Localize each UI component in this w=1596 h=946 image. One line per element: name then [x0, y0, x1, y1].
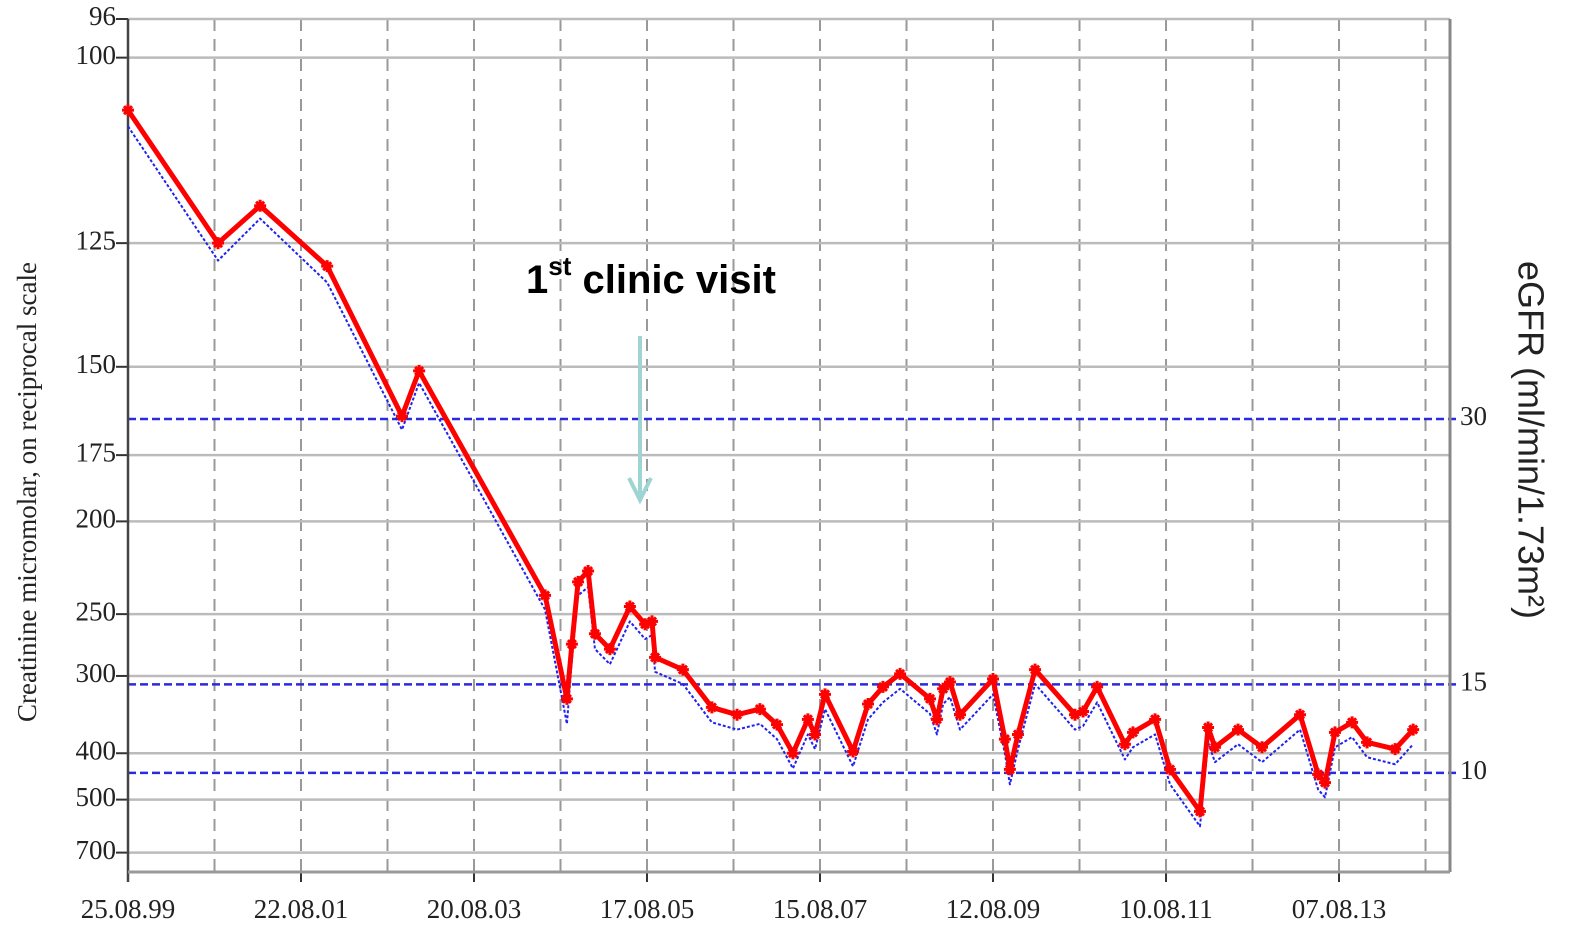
point-marker	[1208, 741, 1221, 754]
point-marker	[705, 701, 718, 714]
point-marker	[413, 364, 426, 377]
point-marker	[987, 673, 1000, 686]
point-marker	[1256, 741, 1269, 754]
point-marker	[1118, 738, 1131, 751]
annotation-number: 1	[526, 258, 548, 302]
point-marker	[639, 618, 652, 631]
y-tick-label: 96	[89, 1, 116, 31]
point-marker	[953, 708, 966, 721]
point-marker	[753, 703, 766, 716]
point-marker	[321, 260, 334, 273]
labels: 25.08.99 22.08.01 20.08.03 17.08.05 15.08.07…	[76, 1, 1488, 924]
point-marker	[212, 237, 225, 250]
point-marker	[1202, 721, 1215, 734]
point-marker	[646, 615, 658, 628]
x-tick-label: 07.08.13	[1292, 894, 1387, 924]
x-tick-label: 10.08.11	[1119, 894, 1213, 924]
y-tick-label: 175	[76, 437, 117, 467]
point-marker	[924, 692, 937, 705]
lines	[122, 104, 1420, 828]
point-marker	[1011, 728, 1024, 741]
point-marker	[1294, 708, 1307, 721]
x-tick-label: 20.08.03	[427, 894, 522, 924]
point-marker	[623, 600, 636, 613]
y-axis-label: Creatinine micromolar, on reciprocal sca…	[12, 262, 42, 722]
point-marker	[937, 682, 950, 695]
point-marker	[122, 104, 134, 117]
point-marker	[588, 627, 601, 640]
point-marker	[582, 565, 595, 578]
x-tick-label: 12.08.09	[946, 894, 1041, 924]
grid	[116, 17, 1456, 882]
annotation: 1st clinic visit	[526, 251, 776, 302]
point-marker	[1077, 705, 1090, 718]
point-marker	[786, 747, 799, 760]
point-marker	[944, 676, 957, 689]
point-marker	[1389, 743, 1402, 756]
y-tick-label: 300	[76, 658, 117, 688]
y2-axis-label: eGFR (ml/min/1.73m²)	[1510, 261, 1551, 619]
point-marker	[801, 713, 814, 726]
point-marker	[998, 733, 1011, 746]
point-marker	[894, 667, 907, 680]
point-marker	[847, 745, 860, 758]
point-marker	[1319, 776, 1331, 789]
point-marker	[1194, 805, 1206, 818]
point-marker	[1003, 763, 1016, 776]
y-tick-label: 100	[76, 40, 117, 70]
point-marker	[1091, 680, 1104, 693]
point-marker	[539, 589, 552, 602]
point-marker	[1328, 726, 1341, 739]
point-marker	[1346, 716, 1359, 729]
y-tick-label: 500	[76, 782, 117, 812]
point-marker	[1149, 713, 1162, 726]
x-tick-label: 17.08.05	[600, 894, 695, 924]
y-tick-label: 400	[76, 735, 117, 765]
point-marker	[809, 728, 822, 741]
annotation-suffix: st	[548, 251, 571, 281]
point-marker	[1069, 708, 1081, 721]
point-marker	[1407, 723, 1420, 736]
annotation-arrow	[627, 336, 653, 505]
y-tick-label: 200	[76, 504, 117, 534]
x-tick-label: 22.08.01	[254, 894, 349, 924]
y-tick-label: 150	[76, 349, 117, 379]
point-marker	[1029, 663, 1042, 676]
point-marker	[1232, 723, 1245, 736]
series-line	[127, 125, 1414, 828]
series-line	[125, 108, 1415, 814]
point-marker	[819, 688, 832, 701]
y-tick-label: 125	[76, 225, 117, 255]
point-marker	[876, 680, 889, 693]
y2-tick-label: 30	[1460, 401, 1487, 431]
point-marker	[1361, 736, 1374, 749]
point-marker	[560, 692, 573, 705]
point-marker	[1312, 768, 1325, 781]
x-tick-label: 25.08.99	[81, 894, 176, 924]
point-marker	[572, 575, 585, 588]
point-marker	[930, 713, 943, 726]
y2-tick-label: 10	[1460, 755, 1487, 785]
point-marker	[770, 718, 783, 731]
y-tick-label: 700	[76, 835, 117, 865]
point-marker	[254, 199, 267, 212]
point-marker	[603, 643, 616, 656]
point-marker	[862, 698, 875, 711]
x-tick-label: 15.08.07	[773, 894, 868, 924]
point-marker	[676, 663, 689, 676]
point-marker	[396, 410, 409, 423]
point-marker	[1164, 763, 1177, 776]
point-marker	[1126, 726, 1139, 739]
plot: 25.08.99 22.08.01 20.08.03 17.08.05 15.08.07…	[76, 1, 1488, 924]
point-marker	[565, 638, 578, 651]
y2-tick-label: 15	[1460, 667, 1487, 697]
point-marker	[649, 651, 662, 664]
annotation-text: clinic visit	[571, 258, 776, 302]
y-tick-label: 250	[76, 596, 117, 626]
point-marker	[731, 708, 744, 721]
